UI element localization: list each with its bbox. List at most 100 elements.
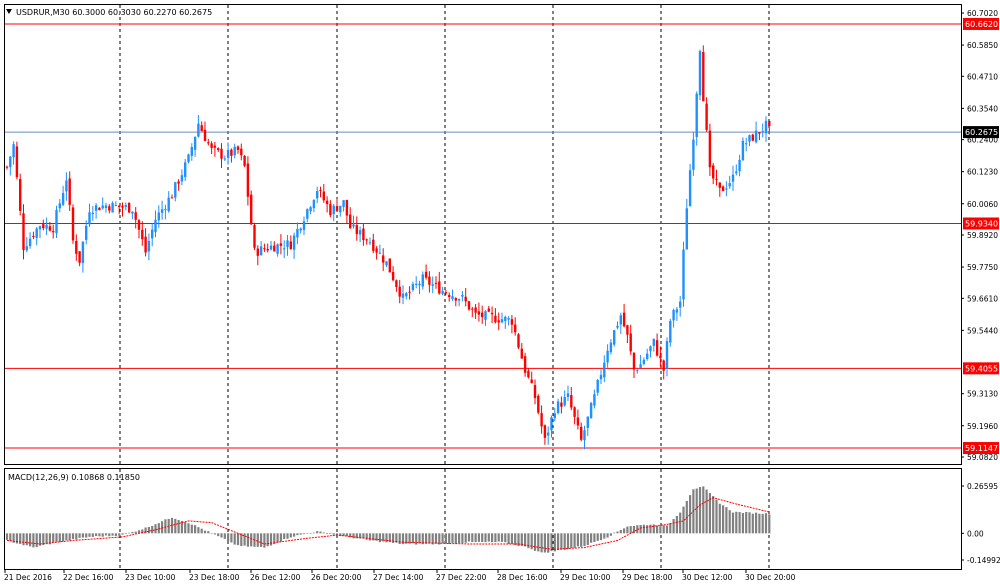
candle-body xyxy=(276,244,279,254)
macd-bar xyxy=(137,530,141,534)
macd-bar xyxy=(682,506,685,534)
macd-bar xyxy=(355,533,358,539)
macd-bar xyxy=(649,524,652,534)
macd-bar xyxy=(487,533,490,542)
candle-body xyxy=(160,209,164,213)
candle-body xyxy=(256,248,259,256)
macd-bar xyxy=(530,533,533,550)
candle-body xyxy=(378,252,382,254)
candle-body xyxy=(352,224,355,227)
candle-body xyxy=(94,205,98,211)
price-tick-label: 60.2400 xyxy=(967,136,998,145)
macd-bar xyxy=(415,533,418,545)
candle-body xyxy=(547,432,550,436)
candle-body xyxy=(345,199,349,216)
candle-body xyxy=(415,283,418,285)
candle-body xyxy=(193,136,197,150)
candle-body xyxy=(154,219,157,232)
macd-bar xyxy=(527,533,530,549)
candle-body xyxy=(372,239,375,251)
macd-bar xyxy=(537,533,540,552)
time-tick-label: 26 Dec 12:00 xyxy=(250,573,301,582)
macd-bar xyxy=(38,533,42,546)
candle-body xyxy=(177,181,180,184)
candle-body xyxy=(9,156,12,168)
macd-bar xyxy=(359,533,362,539)
macd-bar xyxy=(576,533,579,547)
macd-tick-label: -0.14992 xyxy=(967,556,1000,565)
macd-bar xyxy=(599,533,603,541)
candle-body xyxy=(523,356,527,373)
candle-body xyxy=(316,191,319,199)
candle-body xyxy=(382,255,385,263)
macd-bar xyxy=(22,533,25,546)
macd-bar xyxy=(293,533,296,537)
candle-body xyxy=(652,338,655,346)
macd-bar xyxy=(111,533,114,536)
macd-bar xyxy=(220,533,223,538)
price-axis: 60.6620 59.9340 59.4055 59.1147 60.2675 60.70… xyxy=(961,9,999,462)
candle-body xyxy=(401,293,405,298)
menu-triangle-icon[interactable] xyxy=(6,9,12,14)
candle-body xyxy=(484,311,487,320)
candle-body xyxy=(48,226,52,231)
candle-body xyxy=(124,205,127,207)
macd-bar xyxy=(718,503,721,534)
macd-bar xyxy=(286,533,289,539)
candle-body xyxy=(368,242,372,244)
candle-body xyxy=(636,370,639,372)
candle-body xyxy=(203,129,207,141)
candle-body xyxy=(339,205,342,213)
candle-body xyxy=(398,286,401,297)
price-tick-label: 60.3540 xyxy=(967,104,998,113)
candle-body xyxy=(467,301,471,310)
candle-body xyxy=(213,145,217,148)
candle-body xyxy=(669,320,672,343)
macd-bar xyxy=(65,533,68,541)
price-tick-label: 59.0820 xyxy=(967,453,998,462)
macd-bar xyxy=(345,533,348,537)
macd-bar xyxy=(679,512,682,534)
macd-bar xyxy=(164,519,167,534)
macd-bar xyxy=(705,489,708,534)
macd-bar xyxy=(273,533,276,545)
macd-bar xyxy=(504,533,507,543)
macd-bar xyxy=(58,533,61,543)
macd-bar xyxy=(134,531,137,534)
candle-body xyxy=(530,379,533,383)
macd-bar xyxy=(547,533,550,553)
candle-body xyxy=(662,360,665,371)
price-tick-label: 60.7020 xyxy=(967,9,998,18)
candle-body xyxy=(19,179,22,211)
macd-bar xyxy=(398,533,401,545)
macd-bar xyxy=(352,533,355,539)
candle-body xyxy=(481,312,484,318)
macd-bar xyxy=(444,533,447,544)
macd-bar xyxy=(474,533,477,543)
macd-bar xyxy=(672,518,675,534)
macd-bar xyxy=(698,487,702,534)
candle-body xyxy=(461,294,464,297)
candle-body xyxy=(444,292,448,294)
candle-body xyxy=(448,295,451,297)
candle-body xyxy=(114,205,118,207)
candle-body xyxy=(586,416,589,428)
candle-body xyxy=(259,246,263,256)
candle-body xyxy=(22,213,25,251)
candle-body xyxy=(151,229,154,239)
macd-histogram xyxy=(5,486,771,553)
macd-bar xyxy=(124,533,127,534)
candle-body xyxy=(362,228,365,241)
macd-axis: 0.26595 0.00 -0.14992 xyxy=(961,482,1000,565)
macd-bar xyxy=(128,532,131,534)
candle-body xyxy=(233,146,236,156)
candle-body xyxy=(438,281,441,294)
macd-bar xyxy=(388,533,391,543)
level-label-1: 59.9340 xyxy=(965,219,998,228)
macd-bar xyxy=(45,533,48,545)
macd-title: MACD(12,26,9) 0.10868 0.11850 xyxy=(8,473,140,482)
candle-body xyxy=(296,229,299,238)
candle-body xyxy=(12,144,15,158)
candle-body xyxy=(75,241,78,254)
macd-bar xyxy=(104,533,108,536)
